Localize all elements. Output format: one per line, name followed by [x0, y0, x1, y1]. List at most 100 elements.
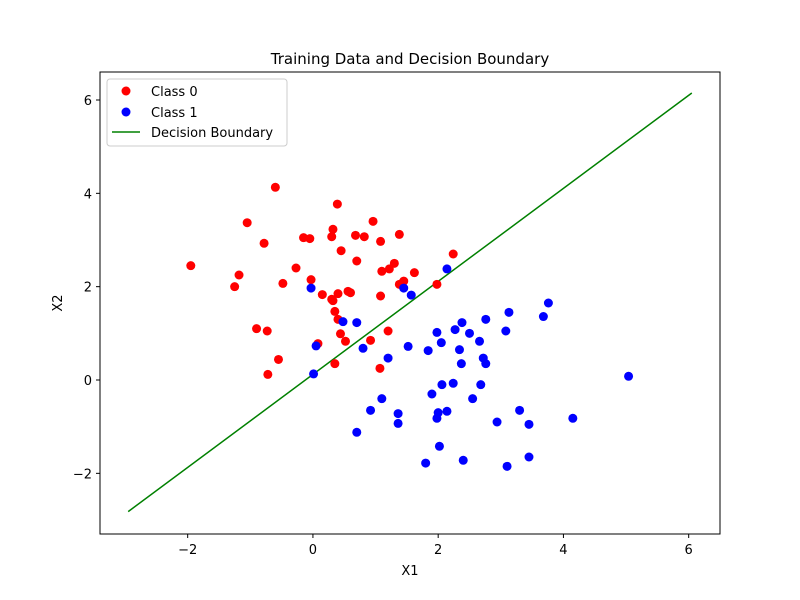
class-1-point	[433, 408, 443, 418]
class-0-point	[366, 335, 376, 345]
class-1-point	[352, 427, 362, 437]
class-0-point	[330, 359, 340, 369]
class-0-point	[305, 234, 315, 244]
class-1-point	[358, 343, 368, 353]
class-0-point	[376, 291, 386, 301]
legend-label-decision-boundary: Decision Boundary	[151, 126, 273, 141]
x-tick-label: 6	[685, 543, 693, 558]
class-0-point	[399, 276, 409, 286]
class-1-point	[538, 312, 548, 322]
class-1-point	[457, 318, 467, 328]
legend-label-class-1: Class 1	[151, 106, 198, 121]
class-1-point	[406, 290, 416, 300]
class-0-point	[335, 329, 345, 339]
class-0-point	[346, 288, 356, 298]
class-1-point	[502, 461, 512, 471]
class-1-point	[352, 318, 362, 328]
class-1-point	[492, 417, 502, 427]
class-0-point	[317, 290, 327, 300]
class-0-point	[375, 363, 385, 373]
class-0-point	[377, 266, 387, 276]
class-1-point	[475, 336, 485, 346]
class-1-point	[311, 341, 321, 351]
x-tick-label: 4	[559, 543, 567, 558]
y-tick-label: 0	[84, 374, 92, 389]
decision-boundary-line	[127, 92, 693, 513]
tick-layer: −2 0 2 4 6 −2 0 2 4 6	[73, 94, 693, 558]
class-0-point	[352, 256, 362, 266]
class-1-point	[434, 441, 444, 451]
class-1-point	[481, 359, 491, 369]
class-1-point	[436, 338, 446, 348]
class-1-point	[393, 418, 403, 428]
class-1-point	[448, 378, 458, 388]
class-1-point	[504, 307, 514, 317]
class-0-point	[376, 236, 386, 246]
legend-marker-class-0	[121, 86, 131, 96]
class-0-point	[252, 324, 262, 334]
class-1-point	[442, 264, 452, 274]
axes-frame	[99, 71, 721, 535]
class-0-point	[340, 336, 350, 346]
class-1-point	[543, 298, 553, 308]
class-1-point	[456, 359, 466, 369]
class-1-point	[383, 353, 393, 363]
x-axis-label: X1	[401, 564, 418, 579]
plot-area	[127, 92, 693, 513]
class-0-point	[328, 296, 338, 306]
class-1-point	[366, 405, 376, 415]
class-0-point	[328, 224, 338, 234]
class-0-point	[306, 275, 316, 285]
class-0-point	[270, 182, 280, 192]
class-1-point	[624, 371, 634, 381]
y-axis-label: X2	[51, 294, 66, 311]
class-1-point	[481, 314, 491, 324]
class-1-point	[501, 326, 511, 336]
class-0-point	[263, 369, 273, 379]
class-1-point	[458, 455, 468, 465]
class-0-point	[448, 249, 458, 259]
class-1-point	[524, 452, 534, 462]
class-1-point	[403, 341, 413, 351]
class-1-point	[377, 394, 387, 404]
class-1-point	[393, 409, 403, 419]
x-tick-label: 0	[309, 543, 317, 558]
legend-marker-class-1	[121, 107, 131, 117]
class-0-point	[333, 289, 343, 299]
class-1-point	[524, 419, 534, 429]
class-1-point	[468, 394, 478, 404]
y-tick-label: −2	[73, 467, 92, 482]
class-1-point	[399, 283, 409, 293]
class-0-point	[432, 279, 442, 289]
class-1-point	[306, 283, 316, 293]
class-1-point	[442, 406, 452, 416]
legend-box	[106, 78, 288, 147]
class-0-point	[409, 268, 419, 278]
class-1-point	[454, 345, 464, 355]
class-1-point	[309, 369, 319, 379]
class-1-point	[421, 458, 431, 468]
class-0-point	[394, 229, 404, 239]
legend: Class 0 Class 1 Decision Boundary	[106, 78, 288, 147]
class-0-point	[351, 230, 361, 240]
x-tick-label: −2	[178, 543, 197, 558]
legend-label-class-0: Class 0	[151, 85, 198, 100]
class-1-point	[464, 328, 474, 338]
class-1-point	[437, 380, 447, 390]
class-1-point	[427, 389, 437, 399]
x-tick-label: 2	[434, 543, 442, 558]
class-1-point	[338, 317, 348, 327]
class-1-point	[515, 405, 525, 415]
class-0-point	[327, 232, 337, 242]
class-0-point	[186, 261, 196, 271]
class-0-point	[336, 246, 346, 256]
class-0-point	[234, 270, 244, 280]
class-0-point	[259, 238, 269, 248]
class-1-point	[423, 346, 433, 356]
class-0-point	[273, 354, 283, 364]
class-1-point	[450, 325, 460, 335]
class-0-point	[389, 258, 399, 268]
class-0-point	[291, 263, 301, 273]
class-1-point	[476, 380, 486, 390]
